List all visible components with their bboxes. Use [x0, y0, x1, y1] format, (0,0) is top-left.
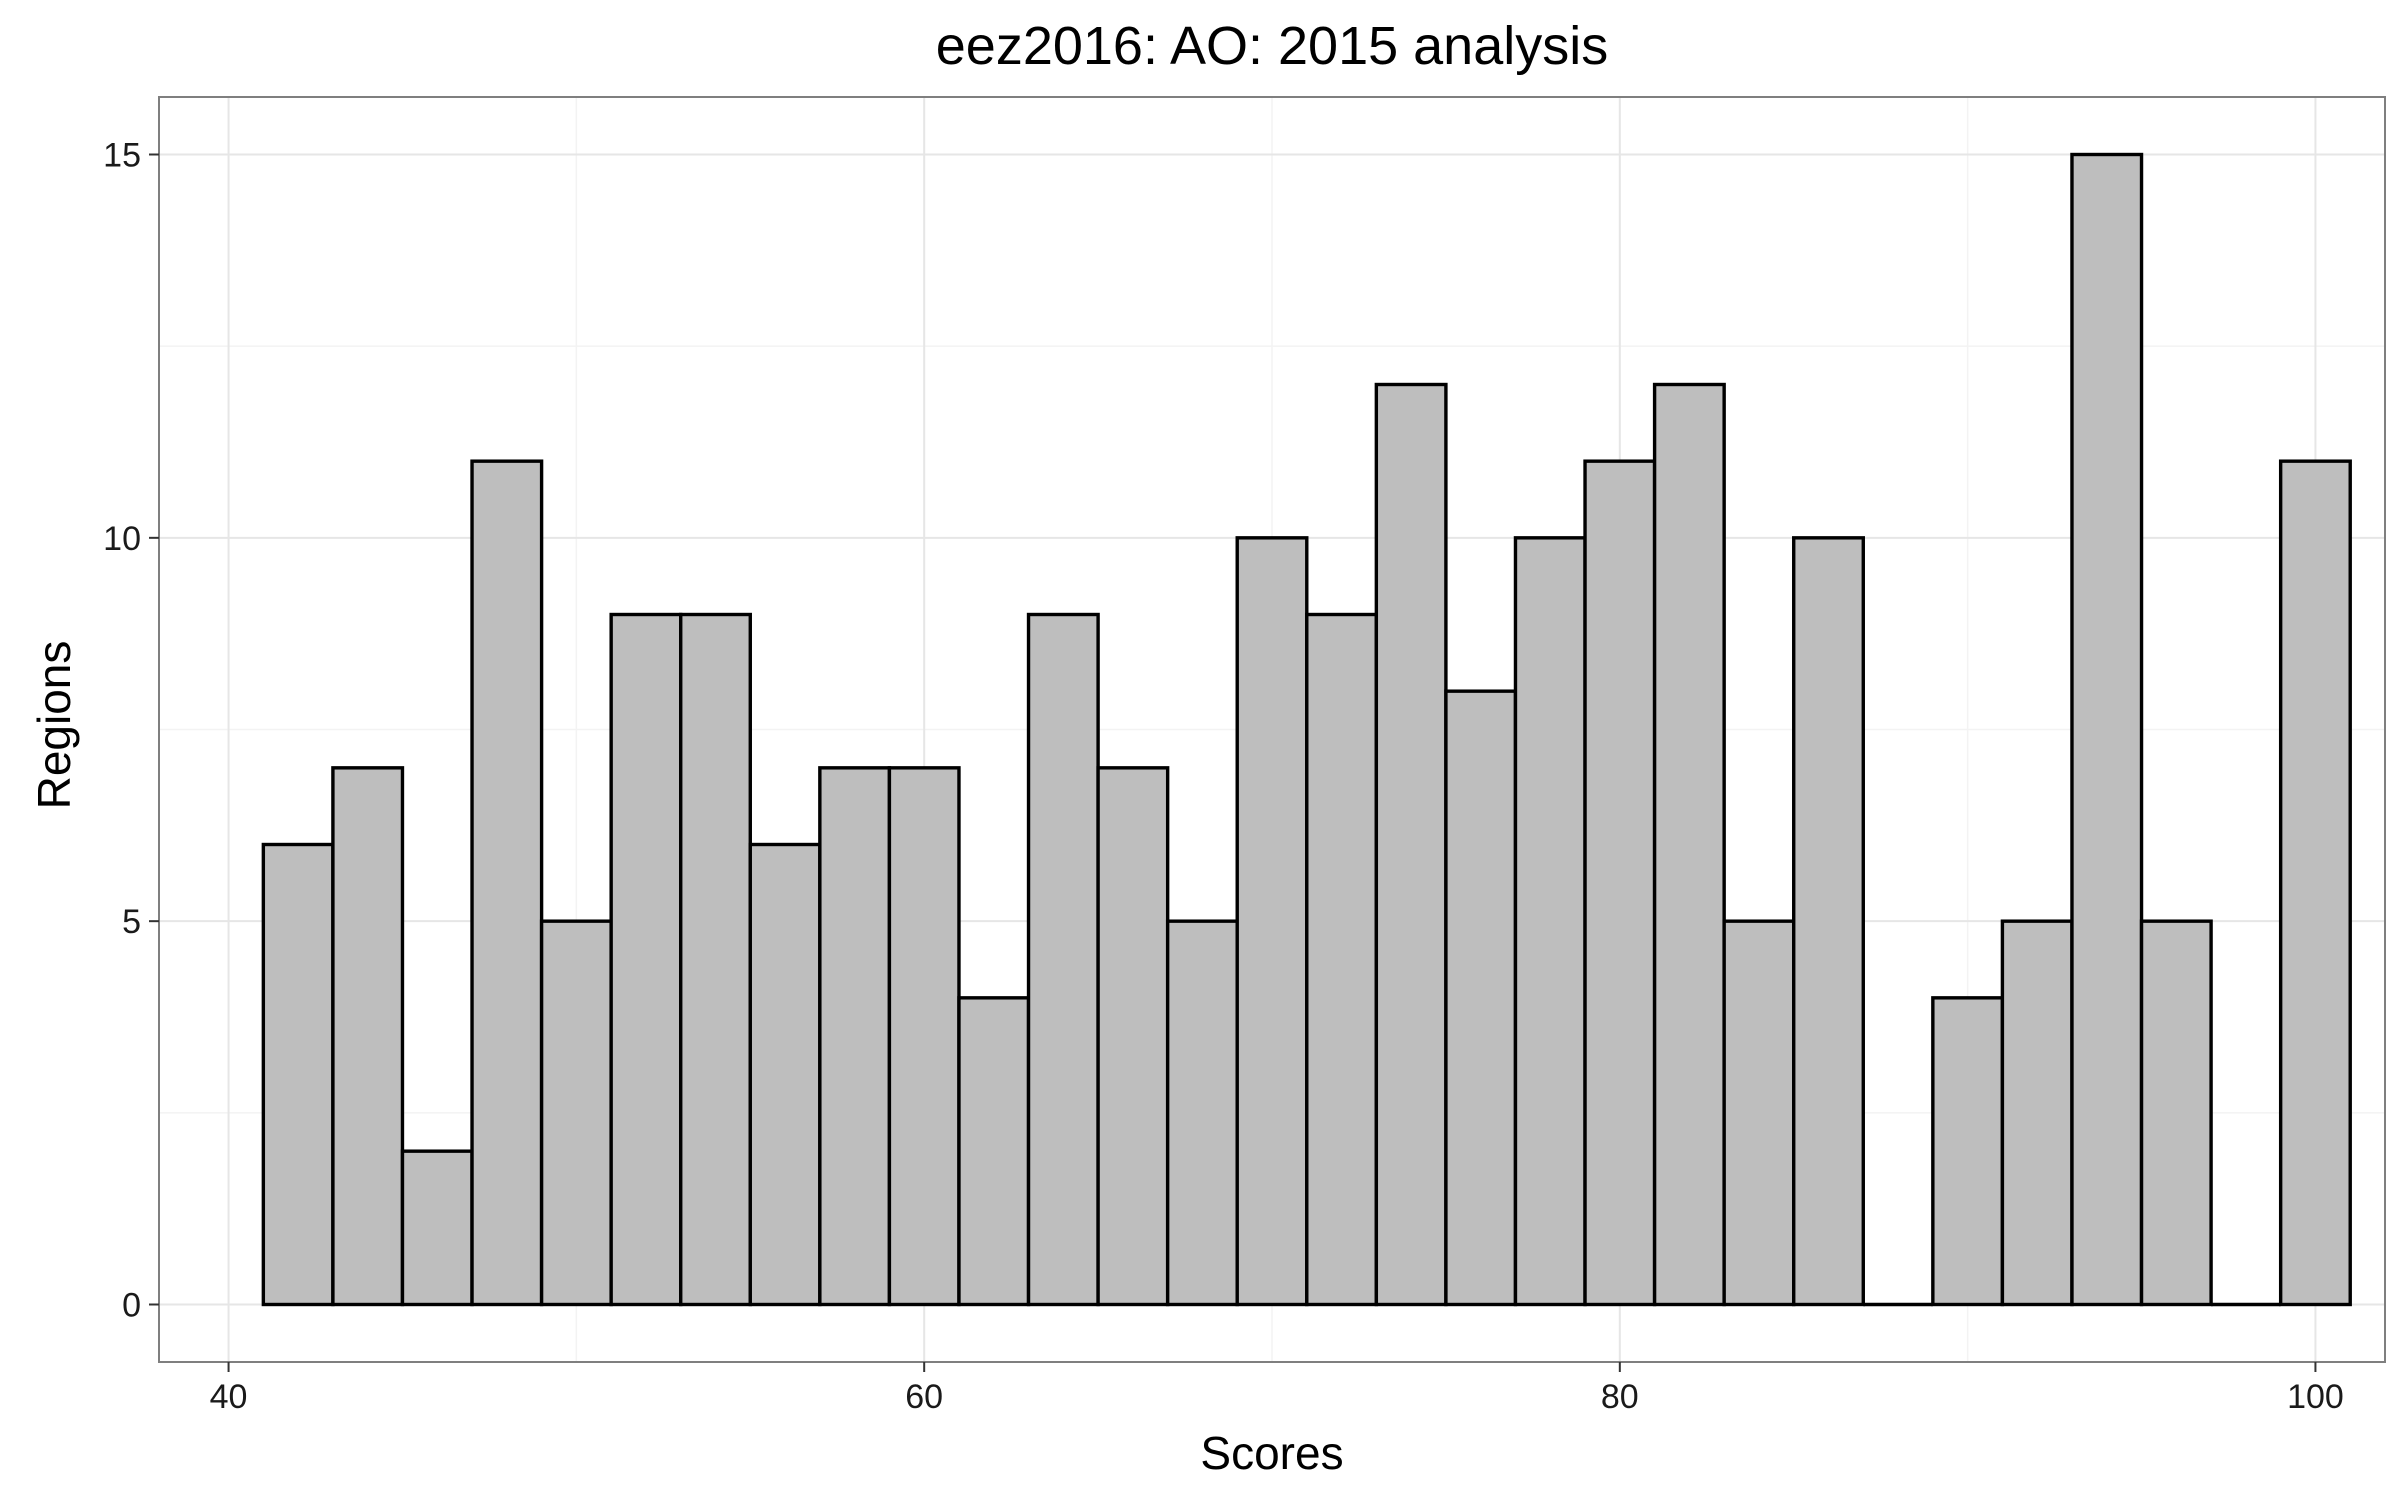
histogram-bar: [400, 1149, 474, 1307]
histogram-bar: [2139, 919, 2213, 1307]
histogram-bar: [748, 842, 822, 1307]
histogram-bar: [1513, 536, 1587, 1307]
x-axis-title: Scores: [1200, 1427, 1343, 1479]
x-tick-label: 40: [210, 1378, 248, 1416]
x-tick-label: 100: [2287, 1378, 2344, 1416]
histogram-bar: [1165, 919, 1239, 1307]
chart-title: eez2016: AO: 2015 analysis: [936, 16, 1608, 76]
histogram-bar: [2278, 459, 2352, 1307]
x-tick-label: 60: [905, 1378, 943, 1416]
histogram-bar: [470, 459, 544, 1307]
x-tick-label: 80: [1601, 1378, 1639, 1416]
histogram-bar: [1026, 612, 1100, 1307]
histogram-bar: [539, 919, 613, 1307]
histogram-bar: [1374, 382, 1448, 1307]
histogram-bar: [679, 612, 752, 1307]
histogram-bar: [957, 996, 1031, 1307]
histogram-bar: [1096, 766, 1170, 1307]
histogram-bar: [1444, 689, 1518, 1307]
histogram-bar: [1583, 459, 1657, 1307]
histogram-bar: [818, 766, 892, 1307]
histogram-bar: [1305, 612, 1379, 1307]
histogram-bar: [2000, 919, 2074, 1307]
histogram-bar: [2070, 152, 2144, 1307]
y-axis-title: Regions: [28, 641, 80, 810]
x-axis: 40 60 80 100: [210, 1362, 2344, 1416]
histogram-bar: [1722, 919, 1796, 1307]
histogram-bar: [331, 766, 405, 1307]
histogram-bar: [1652, 382, 1726, 1307]
histogram-bars: [261, 152, 2352, 1307]
y-tick-label: 0: [122, 1287, 141, 1325]
y-tick-label: 15: [103, 137, 141, 175]
histogram-bar: [261, 842, 335, 1307]
histogram-bar: [1931, 996, 2005, 1307]
histogram-bar: [887, 766, 961, 1307]
plot-panel-border: [158, 96, 2386, 1363]
histogram-bar: [1792, 536, 1865, 1307]
y-tick-label: 5: [122, 903, 141, 941]
histogram-bar: [609, 612, 683, 1307]
histogram-bar: [1235, 536, 1309, 1307]
y-tick-label: 10: [103, 520, 141, 558]
y-axis: 0 5 10 15: [103, 137, 159, 1325]
